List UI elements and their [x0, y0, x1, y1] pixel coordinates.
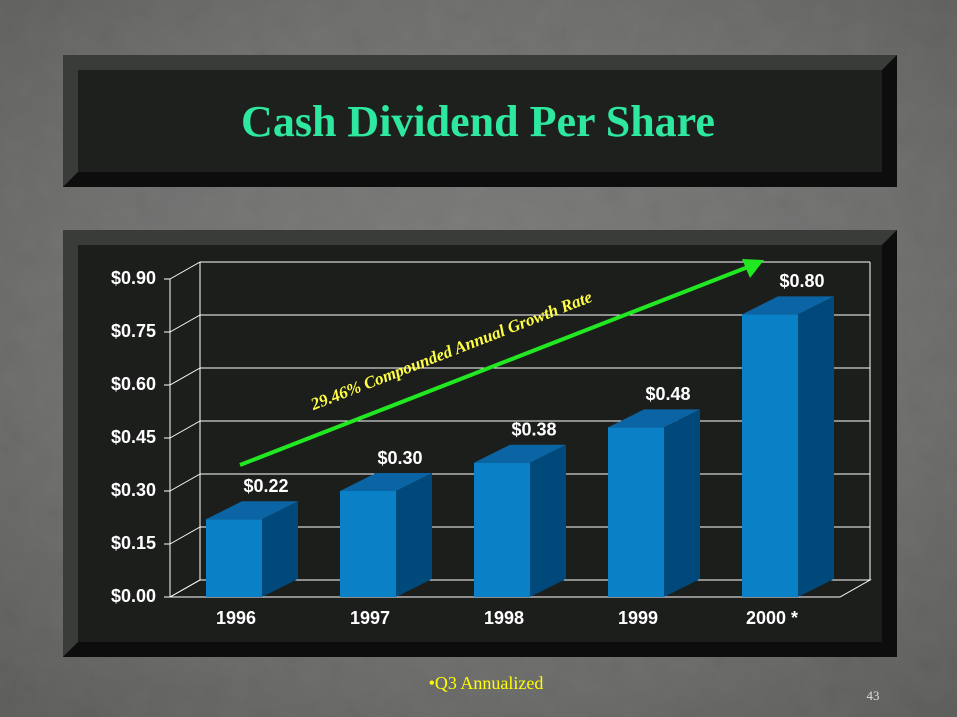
bar-top	[340, 473, 432, 491]
growth-arrow	[239, 265, 749, 467]
arrow-head	[742, 259, 764, 278]
y-tick-label: $0.30	[111, 480, 156, 500]
value-label: $0.48	[645, 384, 690, 404]
bar-side	[396, 473, 432, 597]
bar-side	[664, 409, 700, 597]
bar	[608, 427, 664, 597]
depth-line	[169, 314, 201, 333]
x-tick-label: 2000 *	[746, 608, 798, 628]
title-panel	[63, 55, 897, 187]
bar-top	[742, 296, 834, 315]
depth-line	[169, 473, 201, 492]
x-tick-label: 1997	[350, 608, 390, 628]
bar	[742, 314, 798, 597]
y-tick-label: $0.90	[111, 268, 156, 288]
bar-top	[474, 444, 566, 463]
bevel	[63, 55, 897, 187]
depth-line	[169, 367, 201, 386]
y-tick-label: $0.75	[111, 321, 156, 341]
bar	[340, 491, 396, 597]
bar-top	[206, 501, 298, 520]
bevel	[63, 55, 897, 187]
y-tick-label: $0.45	[111, 427, 156, 447]
value-label: $0.80	[779, 271, 824, 291]
panel-face	[78, 70, 882, 172]
bar-side	[530, 444, 566, 597]
depth-line	[169, 579, 201, 598]
depth-line	[169, 526, 201, 545]
y-tick-label: $0.15	[111, 533, 156, 553]
footnote: •Q3 Annualized	[429, 673, 544, 693]
x-tick-label: 1996	[216, 608, 256, 628]
value-label: $0.38	[511, 419, 556, 439]
x-tick-label: 1998	[484, 608, 524, 628]
bar	[474, 462, 530, 597]
value-label: $0.30	[377, 448, 422, 468]
bar	[206, 519, 262, 597]
depth-line	[169, 420, 201, 439]
y-tick-label: $0.60	[111, 374, 156, 394]
y-tick-label: $0.00	[111, 586, 156, 606]
bar-top	[608, 409, 700, 428]
bar-side	[262, 501, 298, 597]
page-number: 43	[867, 688, 880, 703]
value-label: $0.22	[243, 476, 288, 496]
bar-side	[798, 296, 834, 597]
chart-title: Cash Dividend Per Share	[241, 97, 715, 146]
depth-line	[169, 261, 201, 280]
x-tick-label: 1999	[618, 608, 658, 628]
